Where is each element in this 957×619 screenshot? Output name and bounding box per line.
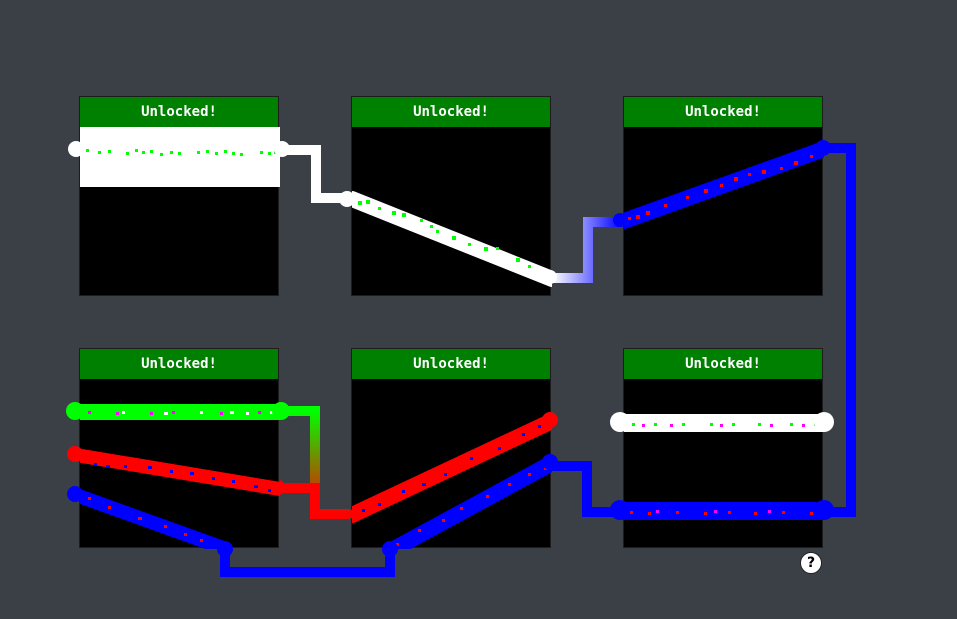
wire-white-blue-p2-p3: [552, 217, 622, 283]
path-dots-red: [94, 463, 271, 492]
endpoint: [610, 500, 630, 520]
wire-blue-p3-p6: [824, 143, 856, 517]
puzzle-status: Unlocked!: [624, 349, 822, 379]
puzzle-path: [624, 141, 824, 229]
arrow-head: [280, 480, 290, 495]
puzzle-status: Unlocked!: [624, 97, 822, 127]
puzzle-panel-6[interactable]: Unlocked!: [623, 348, 824, 548]
puzzle-panel-2[interactable]: Unlocked!: [351, 96, 552, 296]
path-dots-white-magenta: [642, 424, 805, 427]
endpoint: [542, 454, 558, 470]
wire-blue-p5-p6: [552, 461, 622, 517]
endpoint: [815, 140, 831, 156]
endpoint: [542, 412, 558, 428]
endpoint: [382, 541, 398, 557]
solution-line: [624, 141, 824, 229]
solution-line-red: [80, 448, 280, 496]
puzzle-status: Unlocked!: [80, 97, 278, 127]
puzzle-panel-4[interactable]: Unlocked!: [79, 348, 280, 549]
puzzle-path: [80, 404, 280, 549]
wire-white-p1-p2: [279, 145, 350, 203]
path-dots: [86, 149, 277, 156]
path-dots-green: [88, 411, 261, 415]
solution-line-blue: [382, 455, 552, 549]
endpoint: [66, 402, 84, 420]
endpoint: [217, 541, 233, 557]
puzzle-panel-1[interactable]: Unlocked!: [79, 96, 280, 296]
path-dots-blue: [630, 511, 813, 515]
path-dots: [628, 150, 823, 220]
endpoint: [814, 412, 834, 432]
wire-green-red-p4-p5: [279, 406, 350, 519]
puzzle-status: Unlocked!: [80, 349, 278, 379]
endpoint: [272, 402, 290, 420]
puzzle-status: Unlocked!: [352, 97, 550, 127]
endpoint: [543, 270, 557, 284]
arrow-head: [345, 506, 357, 522]
endpoint: [274, 141, 290, 157]
path-dots-green-white: [122, 411, 273, 415]
puzzle-panel-3[interactable]: Unlocked!: [623, 96, 824, 296]
endpoint: [610, 412, 630, 432]
path-dots-blue-magenta: [656, 510, 771, 513]
path-dots: [358, 200, 549, 278]
endpoint: [339, 191, 355, 207]
solution-line-red: [352, 413, 552, 523]
path-dots-red: [362, 425, 541, 512]
wire-red-p4-p5: [279, 483, 320, 514]
help-button[interactable]: ?: [800, 552, 822, 574]
question-icon: ?: [806, 555, 816, 571]
puzzle-path: [80, 127, 280, 187]
endpoint: [814, 500, 834, 520]
endpoint: [67, 446, 83, 462]
path-dots-blue: [88, 497, 203, 542]
wire-blue-p4-p5: [220, 548, 395, 577]
endpoint: [68, 141, 84, 157]
endpoint: [613, 213, 627, 227]
puzzle-status: Unlocked!: [352, 349, 550, 379]
puzzle-panel-5[interactable]: Unlocked!: [351, 348, 552, 549]
puzzle-path: [352, 191, 552, 287]
endpoint: [67, 486, 83, 502]
puzzle-path: [352, 413, 552, 549]
